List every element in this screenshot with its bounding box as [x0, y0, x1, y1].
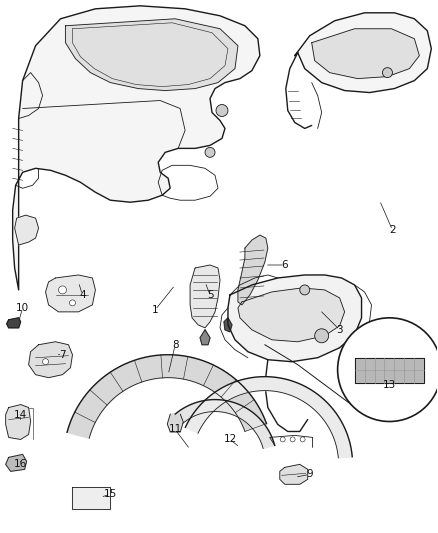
Polygon shape: [6, 455, 27, 471]
Polygon shape: [295, 13, 431, 93]
Polygon shape: [190, 265, 220, 328]
Polygon shape: [14, 215, 39, 245]
Circle shape: [300, 285, 310, 295]
Circle shape: [382, 68, 392, 78]
Polygon shape: [312, 29, 419, 78]
Circle shape: [290, 437, 295, 442]
Circle shape: [280, 437, 285, 442]
Polygon shape: [72, 487, 110, 509]
Circle shape: [59, 286, 67, 294]
Text: 14: 14: [14, 409, 27, 419]
Polygon shape: [175, 400, 275, 448]
Text: 4: 4: [79, 290, 86, 300]
Text: 5: 5: [207, 290, 213, 300]
Text: 10: 10: [16, 303, 29, 313]
Text: 13: 13: [383, 379, 396, 390]
Text: 7: 7: [59, 350, 66, 360]
Text: 15: 15: [104, 489, 117, 499]
Polygon shape: [46, 275, 95, 312]
Polygon shape: [355, 358, 424, 383]
Circle shape: [314, 329, 328, 343]
Text: 6: 6: [282, 260, 288, 270]
Circle shape: [338, 318, 438, 422]
Circle shape: [70, 300, 75, 306]
Polygon shape: [238, 235, 268, 305]
Circle shape: [300, 437, 305, 442]
Polygon shape: [167, 414, 183, 432]
Circle shape: [42, 359, 49, 365]
Circle shape: [205, 148, 215, 157]
Text: 8: 8: [172, 340, 178, 350]
Text: 12: 12: [223, 434, 237, 445]
Polygon shape: [280, 464, 308, 484]
Text: 9: 9: [307, 470, 313, 479]
Polygon shape: [7, 318, 21, 328]
Text: 16: 16: [14, 459, 27, 470]
Polygon shape: [6, 405, 31, 439]
Text: 3: 3: [336, 325, 343, 335]
Polygon shape: [67, 355, 266, 438]
Polygon shape: [224, 318, 232, 332]
Text: 2: 2: [389, 225, 396, 235]
Polygon shape: [185, 377, 352, 458]
Polygon shape: [200, 330, 210, 345]
Polygon shape: [28, 342, 72, 378]
Polygon shape: [13, 6, 260, 290]
Circle shape: [216, 104, 228, 117]
Text: 11: 11: [169, 424, 182, 434]
Polygon shape: [66, 19, 238, 91]
Polygon shape: [238, 288, 345, 342]
Polygon shape: [228, 275, 361, 362]
Text: 1: 1: [152, 305, 159, 315]
